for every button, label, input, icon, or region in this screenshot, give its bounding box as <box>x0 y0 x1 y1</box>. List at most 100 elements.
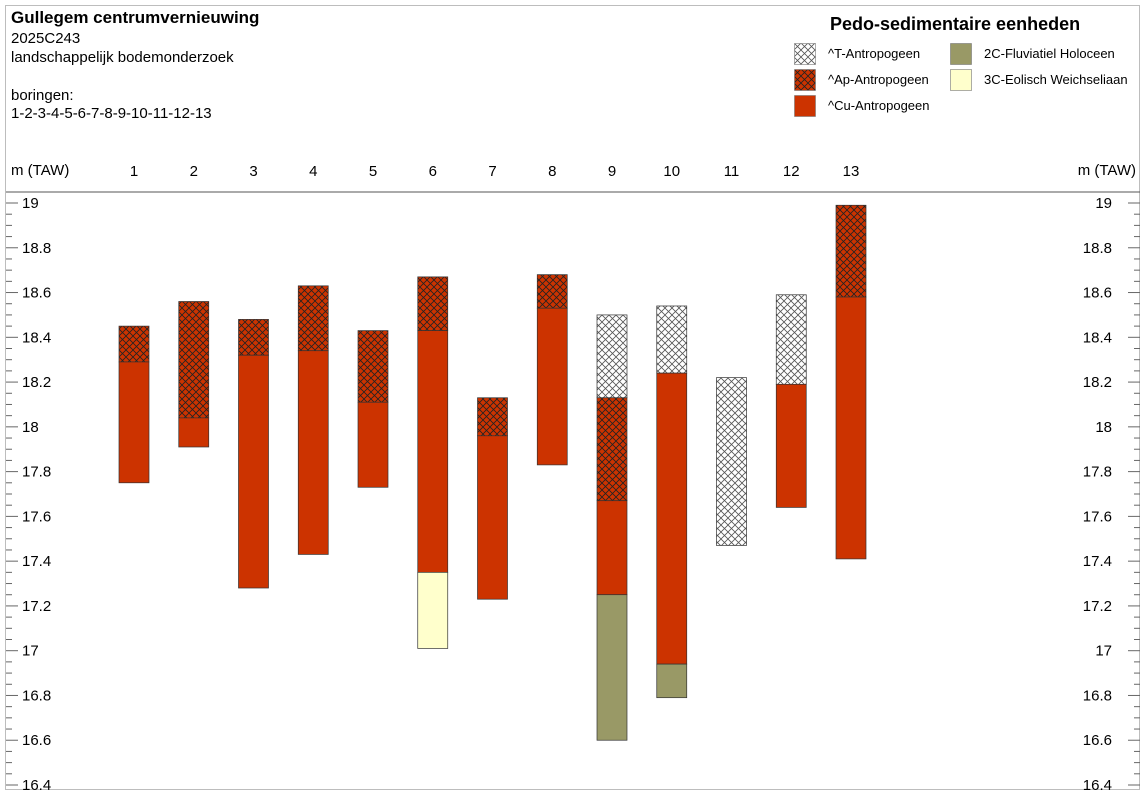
legend-swatch-2c <box>950 43 972 65</box>
y-tick-label-left: 17.4 <box>22 553 51 570</box>
boring-column-5 <box>357 330 389 488</box>
legend-swatch-rect-3c <box>950 69 972 91</box>
y-axis-unit-left: m (TAW) <box>11 162 70 179</box>
layer-12-t <box>775 294 807 385</box>
y-tick-label-right: 18.8 <box>1083 240 1112 257</box>
y-tick-label-left: 18.2 <box>22 374 51 391</box>
layer-9-cu <box>596 500 628 596</box>
boring-column-1 <box>118 325 150 484</box>
boring-label-9: 9 <box>608 163 616 180</box>
chart-title: Gullegem centrumvernieuwing <box>11 8 260 27</box>
layer-1-cu <box>118 361 150 484</box>
y-tick-label-right: 17.8 <box>1083 464 1112 481</box>
layer-2-ap <box>178 301 210 419</box>
y-axis-unit-right: m (TAW) <box>1077 162 1136 179</box>
y-tick-label-right: 18.6 <box>1083 285 1112 302</box>
boringen-label: boringen: <box>11 87 74 104</box>
layer-8-ap <box>536 274 568 309</box>
legend-swatch-rect-ap <box>794 69 816 91</box>
layer-11-t <box>716 377 747 546</box>
y-tick-label-left: 16.4 <box>22 777 51 794</box>
boring-label-8: 8 <box>548 163 556 180</box>
legend-label-cu: ^Cu-Antropogeen <box>828 98 930 113</box>
boring-label-12: 12 <box>783 163 800 180</box>
layer-3-ap <box>238 319 269 356</box>
layer-9-ap <box>596 397 628 502</box>
boring-label-3: 3 <box>249 163 257 180</box>
y-tick-label-left: 17.8 <box>22 464 51 481</box>
boring-label-13: 13 <box>843 163 860 180</box>
layer-10-t <box>656 305 688 374</box>
layer-7-cu <box>477 435 508 600</box>
y-tick-label-right: 17 <box>1095 643 1112 660</box>
boring-column-8 <box>536 274 568 466</box>
y-tick-label-left: 18.8 <box>22 240 51 257</box>
legend-swatch-t <box>794 43 816 65</box>
boring-column-2 <box>178 301 210 448</box>
layer-4-cu <box>297 350 329 555</box>
layer-6-3c <box>417 571 449 649</box>
y-tick-label-right: 16.8 <box>1083 687 1112 704</box>
y-tick-label-left: 17.2 <box>22 598 51 615</box>
legend-swatch-rect-2c <box>950 43 972 65</box>
chart-frame <box>5 5 1140 790</box>
boring-label-6: 6 <box>429 163 437 180</box>
legend-label-2c: 2C-Fluviatiel Holoceen <box>984 46 1115 61</box>
boring-column-6 <box>417 276 449 649</box>
y-tick-label-left: 19 <box>22 195 39 212</box>
y-tick-label-left: 16.8 <box>22 687 51 704</box>
boring-column-11 <box>716 377 747 546</box>
boring-label-1: 1 <box>130 163 138 180</box>
boring-column-9 <box>596 314 628 741</box>
layer-4-ap <box>297 285 329 352</box>
y-tick-label-right: 16.4 <box>1083 777 1112 794</box>
y-tick-label-left: 17 <box>22 643 39 660</box>
boring-label-2: 2 <box>190 163 198 180</box>
layer-13-cu <box>835 296 867 560</box>
boring-column-3 <box>238 319 269 589</box>
y-tick-label-right: 17.2 <box>1083 598 1112 615</box>
boring-column-10 <box>656 305 688 699</box>
legend-label-t: ^T-Antropogeen <box>828 46 921 61</box>
layer-2-cu <box>178 417 210 448</box>
layer-12-cu <box>775 383 807 508</box>
layer-3-cu <box>238 354 269 589</box>
legend-swatch-rect-cu <box>794 95 816 117</box>
legend-label-ap: ^Ap-Antropogeen <box>828 72 929 87</box>
layer-6-ap <box>417 276 449 331</box>
boring-label-4: 4 <box>309 163 317 180</box>
legend-title: Pedo-sedimentaire eenheden <box>830 14 1081 34</box>
boring-column-13 <box>835 204 867 560</box>
legend-swatch-ap <box>794 69 816 91</box>
layer-9-t <box>596 314 628 399</box>
layer-10-2c <box>656 663 688 699</box>
y-tick-label-right: 16.6 <box>1083 732 1112 749</box>
y-tick-label-right: 17.6 <box>1083 508 1112 525</box>
y-tick-label-left: 17.6 <box>22 508 51 525</box>
layer-13-ap <box>835 204 867 298</box>
y-tick-label-left: 16.6 <box>22 732 51 749</box>
layer-1-ap <box>118 325 150 363</box>
layer-10-cu <box>656 372 688 665</box>
project-code: 2025C243 <box>11 30 81 47</box>
y-tick-label-right: 17.4 <box>1083 553 1112 570</box>
legend-swatch-cu <box>794 95 816 117</box>
legend-label-3c: 3C-Eolisch Weichseliaan <box>984 72 1128 87</box>
legend-swatch-3c <box>950 69 972 91</box>
y-tick-label-right: 18.4 <box>1083 329 1112 346</box>
y-tick-label-right: 18 <box>1095 419 1112 436</box>
boring-label-7: 7 <box>488 163 496 180</box>
legend-swatch-rect-t <box>794 43 816 65</box>
layer-6-cu <box>417 330 449 573</box>
layer-7-ap <box>477 397 508 437</box>
layer-5-cu <box>357 401 389 488</box>
layer-8-cu <box>536 307 568 466</box>
boring-label-5: 5 <box>369 163 377 180</box>
y-tick-label-left: 18.4 <box>22 329 51 346</box>
boring-column-12 <box>775 294 807 508</box>
y-tick-label-right: 19 <box>1095 195 1112 212</box>
boring-column-4 <box>297 285 329 555</box>
layer-5-ap <box>357 330 389 403</box>
layer-9-2c <box>596 594 628 741</box>
